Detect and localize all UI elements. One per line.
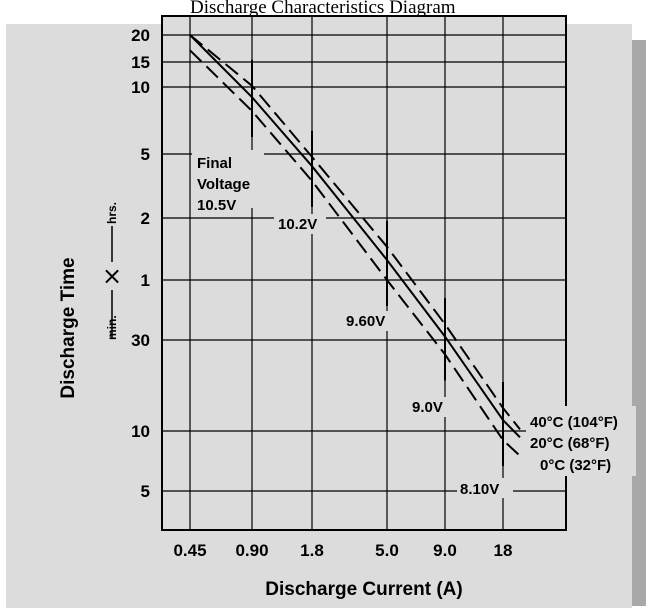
tick-labels: 0.45 0.90 1.8 5.0 9.0 18 20 15 10 5 2 1 30 10 5 xyxy=(131,26,512,560)
final-voltage-label-line3: 10.5V xyxy=(197,197,236,214)
x-tick-label-1: 0.90 xyxy=(235,541,268,560)
label-9-60v: 9.60V xyxy=(346,313,385,330)
label-8-10v: 8.10V xyxy=(460,481,499,498)
final-voltage-label-bg xyxy=(192,150,264,208)
x-tick-label-0: 0.45 xyxy=(173,541,206,560)
x-tick-label-3: 5.0 xyxy=(375,541,399,560)
x-tick-label-5: 18 xyxy=(494,541,513,560)
legend-item-40c: 40°C (104°F) xyxy=(530,414,618,431)
y-tick-label-hrs-2: 10 xyxy=(131,78,150,97)
y-unit-hrs: hrs. xyxy=(105,202,119,224)
final-voltage-label-line2: Voltage xyxy=(197,176,250,193)
x-tick-label-2: 1.8 xyxy=(300,541,324,560)
y-unit-indicator: min. × hrs. xyxy=(102,202,122,340)
label-8-10v-bg xyxy=(457,478,513,498)
x-tick-label-4: 9.0 xyxy=(433,541,457,560)
label-10-2v-bg xyxy=(274,214,326,234)
y-tick-label-hrs-1: 15 xyxy=(131,53,150,72)
y-unit-cross-icon: × xyxy=(102,262,122,290)
y-tick-label-hrs-0: 20 xyxy=(131,26,150,45)
y-tick-label-min-2: 5 xyxy=(141,482,150,501)
y-tick-label-min-0: 30 xyxy=(131,331,150,350)
y-tick-label-hrs-4: 2 xyxy=(141,209,150,228)
label-10-2v: 10.2V xyxy=(278,216,317,233)
plot-area xyxy=(162,16,566,530)
final-voltage-markers xyxy=(251,59,504,467)
chart-title: Discharge Characteristics Diagram xyxy=(190,0,456,17)
legend-item-0c: 0°C (32°F) xyxy=(540,457,611,474)
annotations: Final Voltage 10.5V 10.2V 9.60V 9.0V 8.1… xyxy=(192,150,513,498)
y-tick-label-hrs-3: 5 xyxy=(141,145,150,164)
legend-item-20c: 20°C (68°F) xyxy=(530,435,610,452)
x-axis-title: Discharge Current (A) xyxy=(265,579,462,600)
y-axis-title: Discharge Time xyxy=(58,257,79,398)
y-tick-label-min-1: 10 xyxy=(131,422,150,441)
final-voltage-label-line1: Final xyxy=(197,155,232,172)
legend-bg xyxy=(526,406,636,476)
y-tick-label-hrs-5: 1 xyxy=(141,271,150,290)
legend: 40°C (104°F) 20°C (68°F) 0°C (32°F) xyxy=(526,406,636,476)
label-9-60v-bg xyxy=(342,311,394,331)
label-9-0v: 9.0V xyxy=(412,399,443,416)
plot-frame xyxy=(161,15,567,531)
label-9-0v-bg xyxy=(409,397,453,417)
